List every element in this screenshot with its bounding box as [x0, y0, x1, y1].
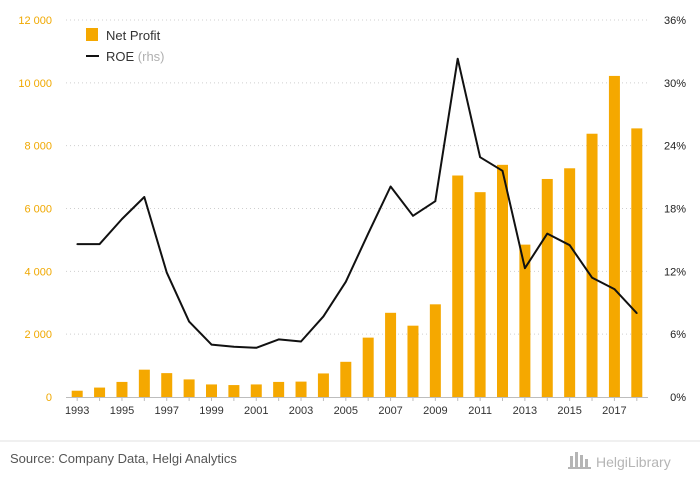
- roe-line: [77, 57, 638, 349]
- roe-point: [456, 57, 459, 60]
- helgi-library-logo: HelgiLibrary: [568, 452, 671, 470]
- roe-point: [255, 346, 258, 349]
- roe-point: [165, 271, 168, 274]
- roe-point: [322, 315, 325, 318]
- roe-point: [98, 243, 101, 245]
- bar-net-profit: [161, 373, 173, 397]
- bar-net-profit: [474, 192, 486, 397]
- y-right-tick-label: 30%: [664, 78, 686, 90]
- bar-net-profit: [385, 312, 397, 397]
- roe-point: [300, 340, 302, 343]
- x-tick-label: 1999: [199, 405, 223, 417]
- bar-net-profit: [295, 381, 307, 397]
- x-tick-label: 2009: [423, 405, 447, 417]
- bar-net-profit: [206, 384, 217, 397]
- source-text: Source: Company Data, Helgi Analytics: [10, 451, 237, 466]
- x-tick-label: 2011: [468, 405, 492, 417]
- y-left-tick-label: 12 000: [18, 15, 52, 27]
- x-tick-label: 2015: [557, 405, 581, 417]
- roe-point: [367, 232, 369, 235]
- x-tick-label: 2005: [334, 405, 358, 417]
- bar-net-profit: [183, 379, 195, 397]
- roe-point: [188, 320, 190, 323]
- roe-point: [121, 218, 123, 220]
- legend-label-net-profit: Net Profit: [106, 28, 161, 43]
- bar-net-profit: [116, 381, 128, 397]
- roe-point: [345, 281, 347, 283]
- roe-point: [76, 243, 78, 245]
- x-tick-label: 1997: [154, 405, 178, 417]
- y-left-tick-label: 10 000: [18, 78, 52, 90]
- x-tick-label: 2003: [289, 405, 313, 417]
- bar-net-profit: [608, 75, 620, 398]
- legend-swatch-net-profit: [86, 28, 98, 41]
- bar-net-profit: [519, 244, 531, 397]
- y-right-tick-label: 12%: [664, 266, 686, 278]
- bar-net-profit: [362, 337, 374, 397]
- brand-name: HelgiLibrary: [596, 454, 671, 470]
- bar-net-profit: [586, 133, 598, 397]
- x-tick-label: 1995: [110, 405, 134, 417]
- y-right-tick-label: 0%: [670, 392, 686, 404]
- roe-point: [412, 215, 414, 217]
- bar-net-profit: [94, 387, 106, 397]
- y-left-tick-label: 6 000: [24, 204, 52, 216]
- grid: [66, 19, 648, 335]
- roe-point: [277, 338, 280, 341]
- legend-label-roe: ROE (rhs): [106, 49, 165, 64]
- bar-net-profit: [317, 373, 329, 397]
- bar-net-profit: [407, 325, 419, 397]
- legend: Net Profit ROE (rhs): [86, 28, 165, 64]
- y-left-tick-label: 4 000: [24, 266, 52, 278]
- roe-point: [389, 185, 392, 188]
- x-tick-label: 2007: [378, 405, 402, 417]
- footer: Source: Company Data, Helgi Analytics He…: [0, 440, 700, 470]
- bar-net-profit: [250, 384, 262, 397]
- roe-point: [568, 244, 571, 246]
- bar-net-profit: [631, 128, 643, 397]
- bar-net-profit: [429, 304, 441, 397]
- roe-point: [524, 267, 526, 269]
- bars: [71, 75, 643, 398]
- y-left-tick-label: 2 000: [24, 329, 52, 341]
- bar-net-profit: [71, 390, 83, 397]
- roe-point: [434, 200, 437, 202]
- roe-point: [613, 288, 616, 290]
- roe-point: [501, 170, 504, 172]
- x-tick-label: 1993: [65, 405, 89, 417]
- bar-net-profit: [564, 168, 576, 397]
- roe-point: [233, 345, 235, 348]
- x-tick-label: 2001: [244, 405, 268, 417]
- roe-line-layer: [76, 57, 638, 349]
- library-building-icon: [568, 452, 591, 469]
- axes: 0 2 000 4 000 6 000 8 000 10 000 12 000 0% 6% 12%…: [18, 15, 686, 417]
- y-right-tick-label: 24%: [664, 141, 686, 153]
- y-left-tick-label: 8 000: [24, 141, 52, 153]
- bar-net-profit: [228, 385, 240, 397]
- y-right-tick-label: 36%: [664, 15, 686, 27]
- bar-net-profit: [138, 369, 150, 397]
- y-right-tick-label: 6%: [670, 329, 686, 341]
- x-tick-label: 2017: [602, 405, 626, 417]
- x-tick-label: 2013: [513, 405, 537, 417]
- y-left-tick-label: 0: [46, 392, 52, 404]
- roe-point: [546, 232, 549, 235]
- roe-point: [636, 312, 638, 315]
- bar-net-profit: [452, 175, 464, 397]
- roe-point: [591, 276, 593, 279]
- roe-point: [210, 343, 213, 346]
- roe-point: [479, 156, 481, 158]
- bar-net-profit: [273, 381, 285, 397]
- bar-net-profit: [340, 361, 352, 397]
- roe-point: [143, 196, 146, 198]
- bar-net-profit: [541, 178, 553, 397]
- bar-net-profit: [497, 164, 508, 397]
- y-right-tick-label: 18%: [664, 204, 686, 216]
